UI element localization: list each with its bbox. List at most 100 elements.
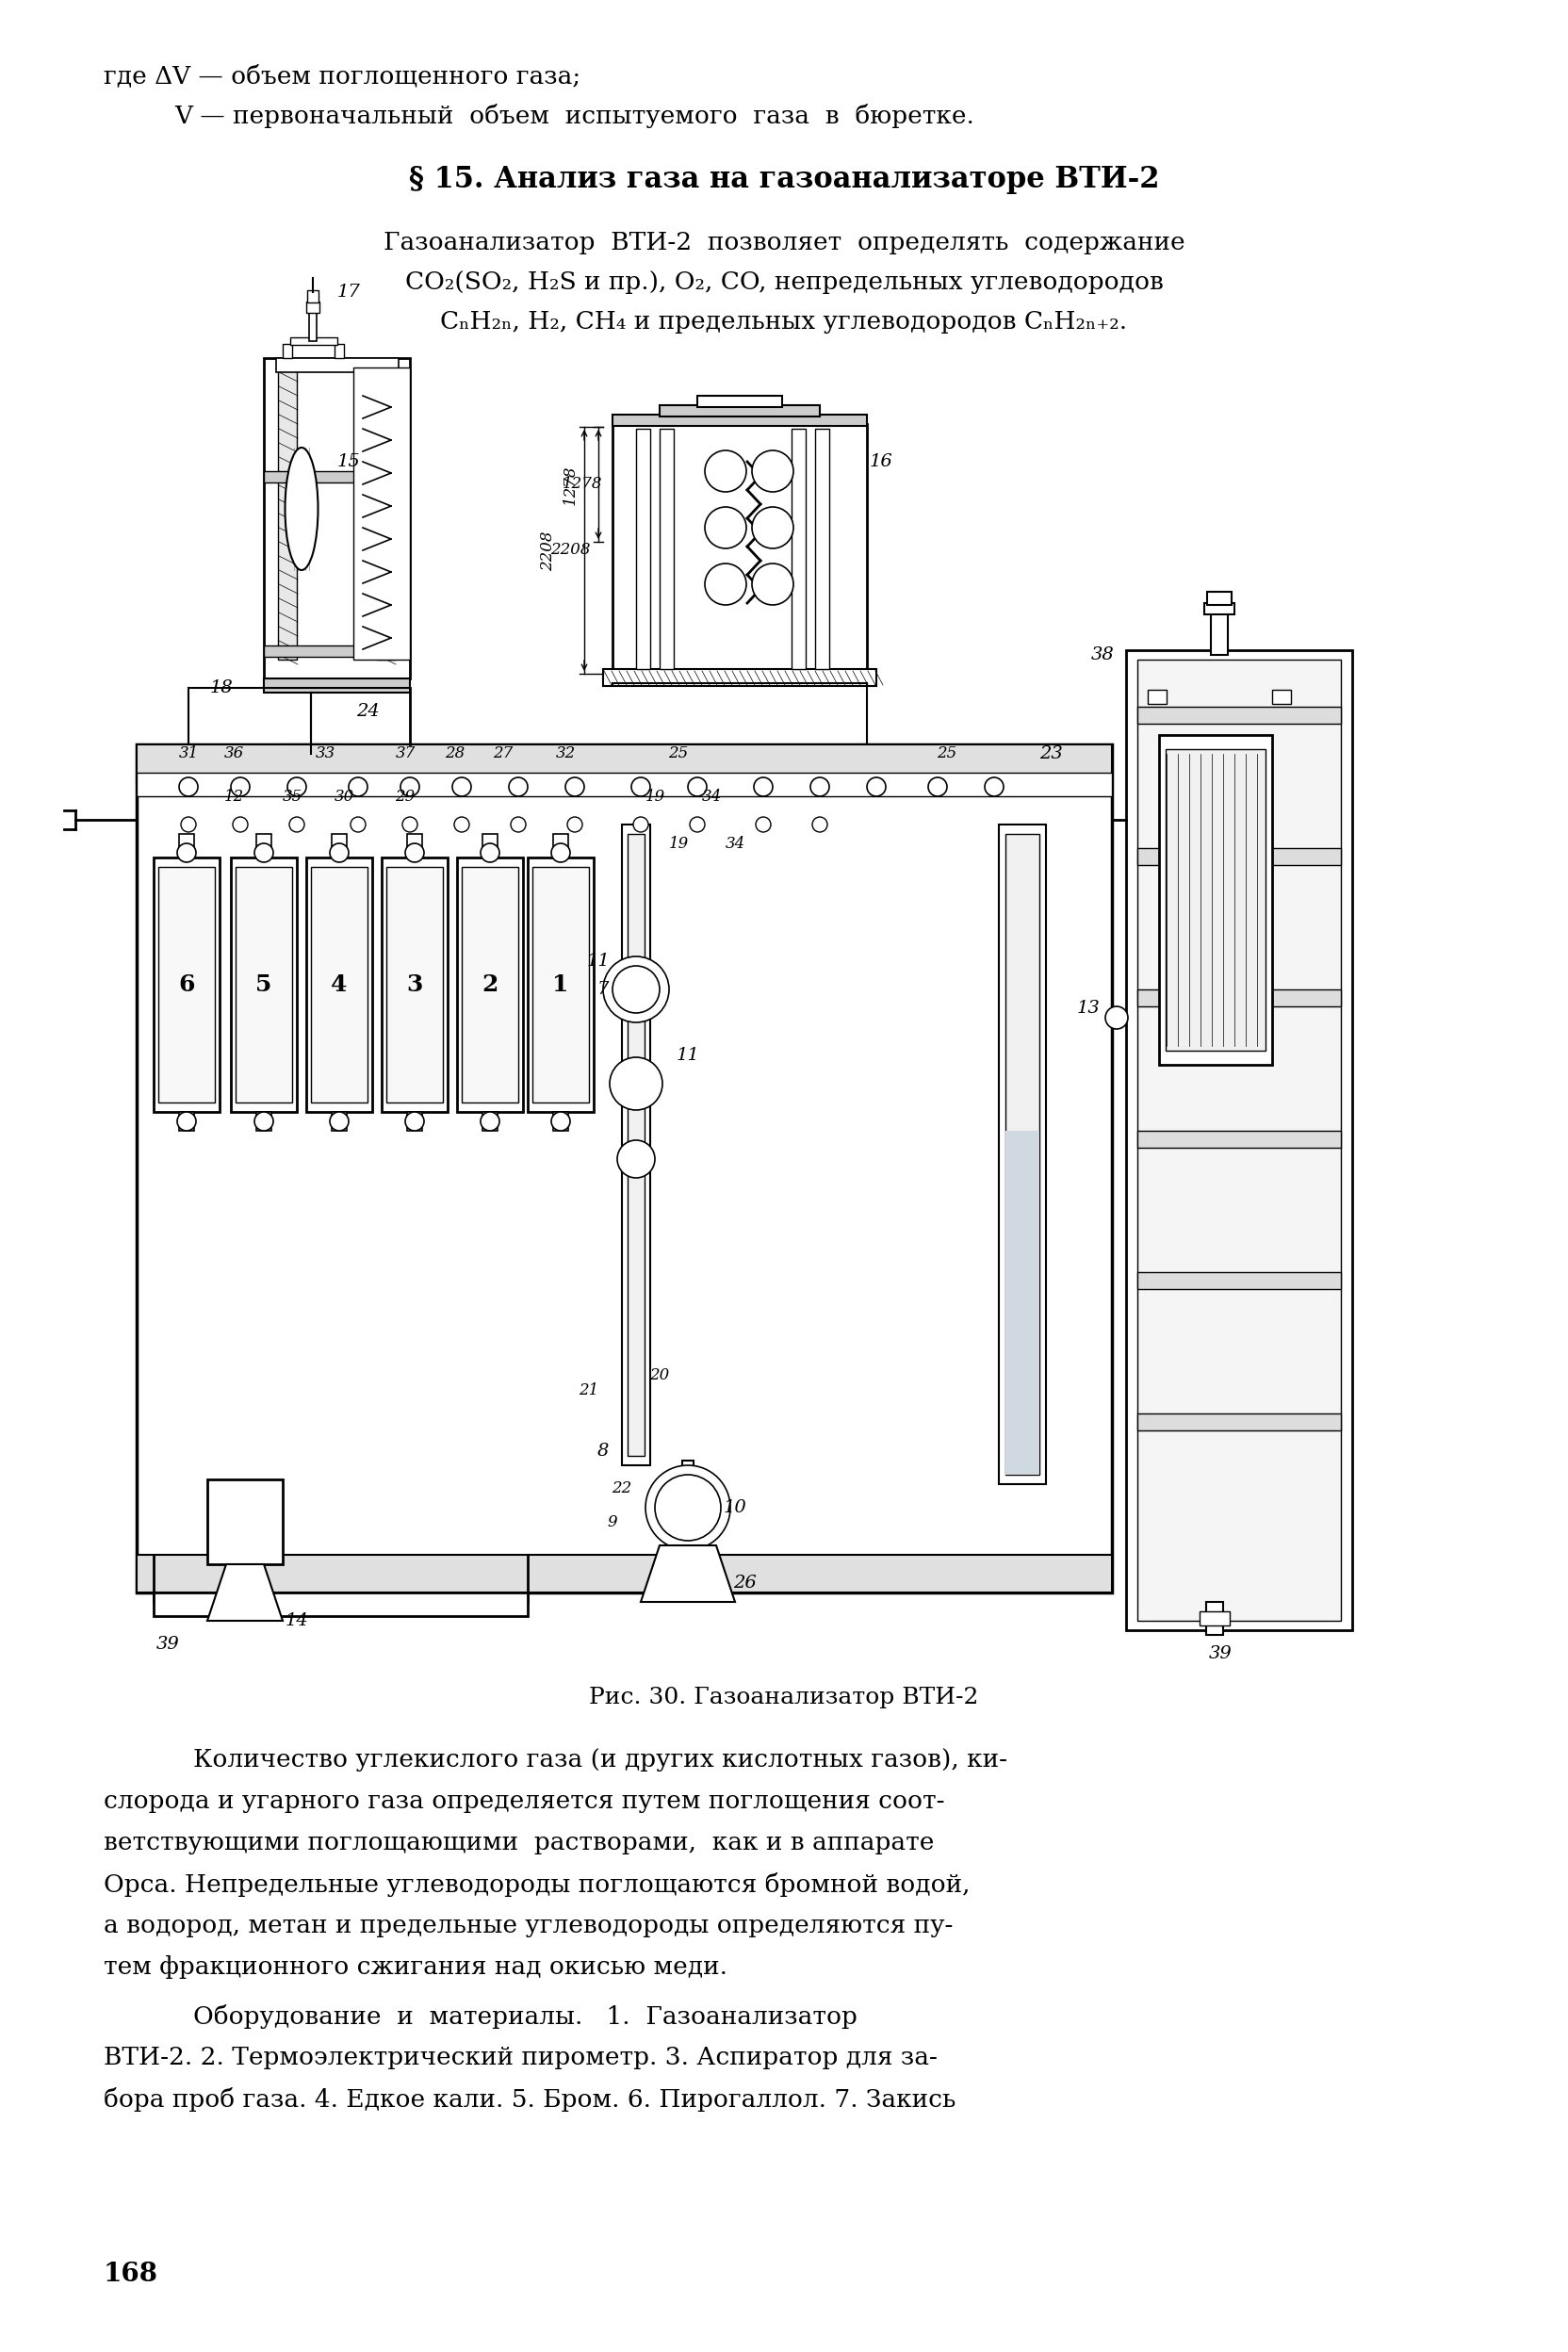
Circle shape: [329, 1112, 348, 1131]
Bar: [309, 310, 317, 341]
Circle shape: [254, 1112, 273, 1131]
Text: 1: 1: [552, 974, 569, 995]
Bar: [282, 343, 292, 358]
Bar: [1159, 734, 1272, 1065]
Bar: [1137, 990, 1341, 1007]
Text: 168: 168: [103, 2263, 158, 2286]
Bar: [179, 1112, 194, 1131]
Circle shape: [480, 1112, 500, 1131]
Text: 2208: 2208: [539, 532, 557, 572]
Circle shape: [230, 779, 249, 797]
Text: 6: 6: [179, 974, 194, 995]
Bar: [528, 858, 594, 1112]
Bar: [627, 835, 644, 1456]
Bar: [1005, 835, 1040, 1475]
Text: 12: 12: [224, 788, 243, 804]
Circle shape: [177, 1112, 196, 1131]
Text: бора проб газа. 4. Едкое кали. 5. Бром. 6. Пирогаллол. 7. Закись: бора проб газа. 4. Едкое кали. 5. Бром. …: [103, 2086, 956, 2112]
Bar: [158, 868, 215, 1103]
Bar: [332, 835, 347, 858]
Bar: [815, 428, 829, 668]
Text: 37: 37: [395, 746, 416, 762]
Bar: [533, 868, 590, 1103]
Text: 20: 20: [649, 1369, 670, 1383]
Circle shape: [928, 779, 947, 797]
Text: 1278: 1278: [563, 477, 602, 492]
Bar: [263, 358, 409, 677]
Circle shape: [706, 564, 746, 604]
Text: 4: 4: [331, 974, 348, 995]
Text: 25: 25: [668, 746, 688, 762]
Text: 33: 33: [315, 746, 336, 762]
Bar: [999, 826, 1046, 1484]
Bar: [307, 289, 318, 303]
Text: 31: 31: [179, 746, 199, 762]
Circle shape: [812, 816, 828, 833]
Circle shape: [613, 967, 660, 1014]
Circle shape: [405, 844, 423, 863]
Bar: [1137, 1131, 1341, 1148]
Bar: [483, 835, 497, 858]
Circle shape: [480, 844, 500, 863]
Bar: [256, 835, 271, 858]
Bar: [235, 868, 292, 1103]
Text: Количество углекислого газа (и других кислотных газов), ки-: Количество углекислого газа (и других ки…: [193, 1748, 1007, 1771]
Circle shape: [632, 779, 651, 797]
Bar: [1137, 659, 1341, 1621]
Bar: [386, 868, 442, 1103]
Circle shape: [811, 779, 829, 797]
Bar: [1148, 689, 1167, 703]
Text: 23: 23: [1040, 746, 1063, 762]
Text: Рис. 30. Газоанализатор ВТИ-2: Рис. 30. Газоанализатор ВТИ-2: [590, 1686, 978, 1708]
Bar: [334, 343, 343, 358]
Circle shape: [706, 452, 746, 492]
Text: 10: 10: [723, 1498, 746, 1517]
Text: 38: 38: [1091, 647, 1115, 663]
Text: 39: 39: [157, 1637, 179, 1653]
Text: 9: 9: [607, 1515, 618, 1529]
Circle shape: [232, 816, 248, 833]
Circle shape: [753, 508, 793, 548]
Text: V — первоначальный  объем  испытуемого  газа  в  бюретке.: V — первоначальный объем испытуемого газ…: [174, 103, 974, 127]
Text: тем фракционного сжигания над окисью меди.: тем фракционного сжигания над окисью мед…: [103, 1955, 728, 1978]
Circle shape: [566, 779, 585, 797]
Circle shape: [633, 816, 648, 833]
Bar: [554, 1112, 568, 1131]
Text: 2: 2: [481, 974, 499, 995]
Text: ВТИ-2. 2. Термоэлектрический пирометр. 3. Аспиратор для за-: ВТИ-2. 2. Термоэлектрический пирометр. 3…: [103, 2046, 938, 2070]
Circle shape: [348, 779, 367, 797]
Circle shape: [552, 844, 571, 863]
Bar: [1137, 706, 1341, 724]
Text: 16: 16: [869, 454, 892, 470]
Circle shape: [867, 779, 886, 797]
Text: Орса. Непредельные углеводороды поглощаются бромной водой,: Орса. Непредельные углеводороды поглощаю…: [103, 1872, 971, 1896]
Text: 15: 15: [337, 454, 361, 470]
Bar: [698, 395, 782, 407]
Text: CₙH₂ₙ, H₂, CH₄ и предельных углеводородов CₙH₂ₙ₊₂.: CₙH₂ₙ, H₂, CH₄ и предельных углеводородо…: [441, 310, 1127, 334]
Text: 11: 11: [586, 953, 610, 969]
Text: 34: 34: [724, 835, 745, 851]
Bar: [136, 746, 1112, 783]
Circle shape: [688, 779, 707, 797]
Text: 18: 18: [210, 680, 234, 696]
Circle shape: [329, 844, 348, 863]
Text: 21: 21: [579, 1383, 599, 1397]
Polygon shape: [207, 1564, 282, 1621]
Bar: [230, 858, 296, 1112]
Bar: [1272, 689, 1290, 703]
Circle shape: [180, 816, 196, 833]
Circle shape: [403, 816, 417, 833]
Text: 30: 30: [334, 788, 354, 804]
Bar: [1200, 1611, 1229, 1625]
Bar: [660, 405, 820, 416]
Bar: [1204, 602, 1234, 614]
Circle shape: [610, 1058, 662, 1110]
Text: 19: 19: [644, 788, 665, 804]
Circle shape: [754, 779, 773, 797]
Bar: [278, 367, 296, 659]
Bar: [332, 1112, 347, 1131]
Bar: [136, 1555, 1112, 1592]
Bar: [408, 1112, 422, 1131]
Bar: [660, 428, 674, 668]
Bar: [637, 428, 651, 668]
